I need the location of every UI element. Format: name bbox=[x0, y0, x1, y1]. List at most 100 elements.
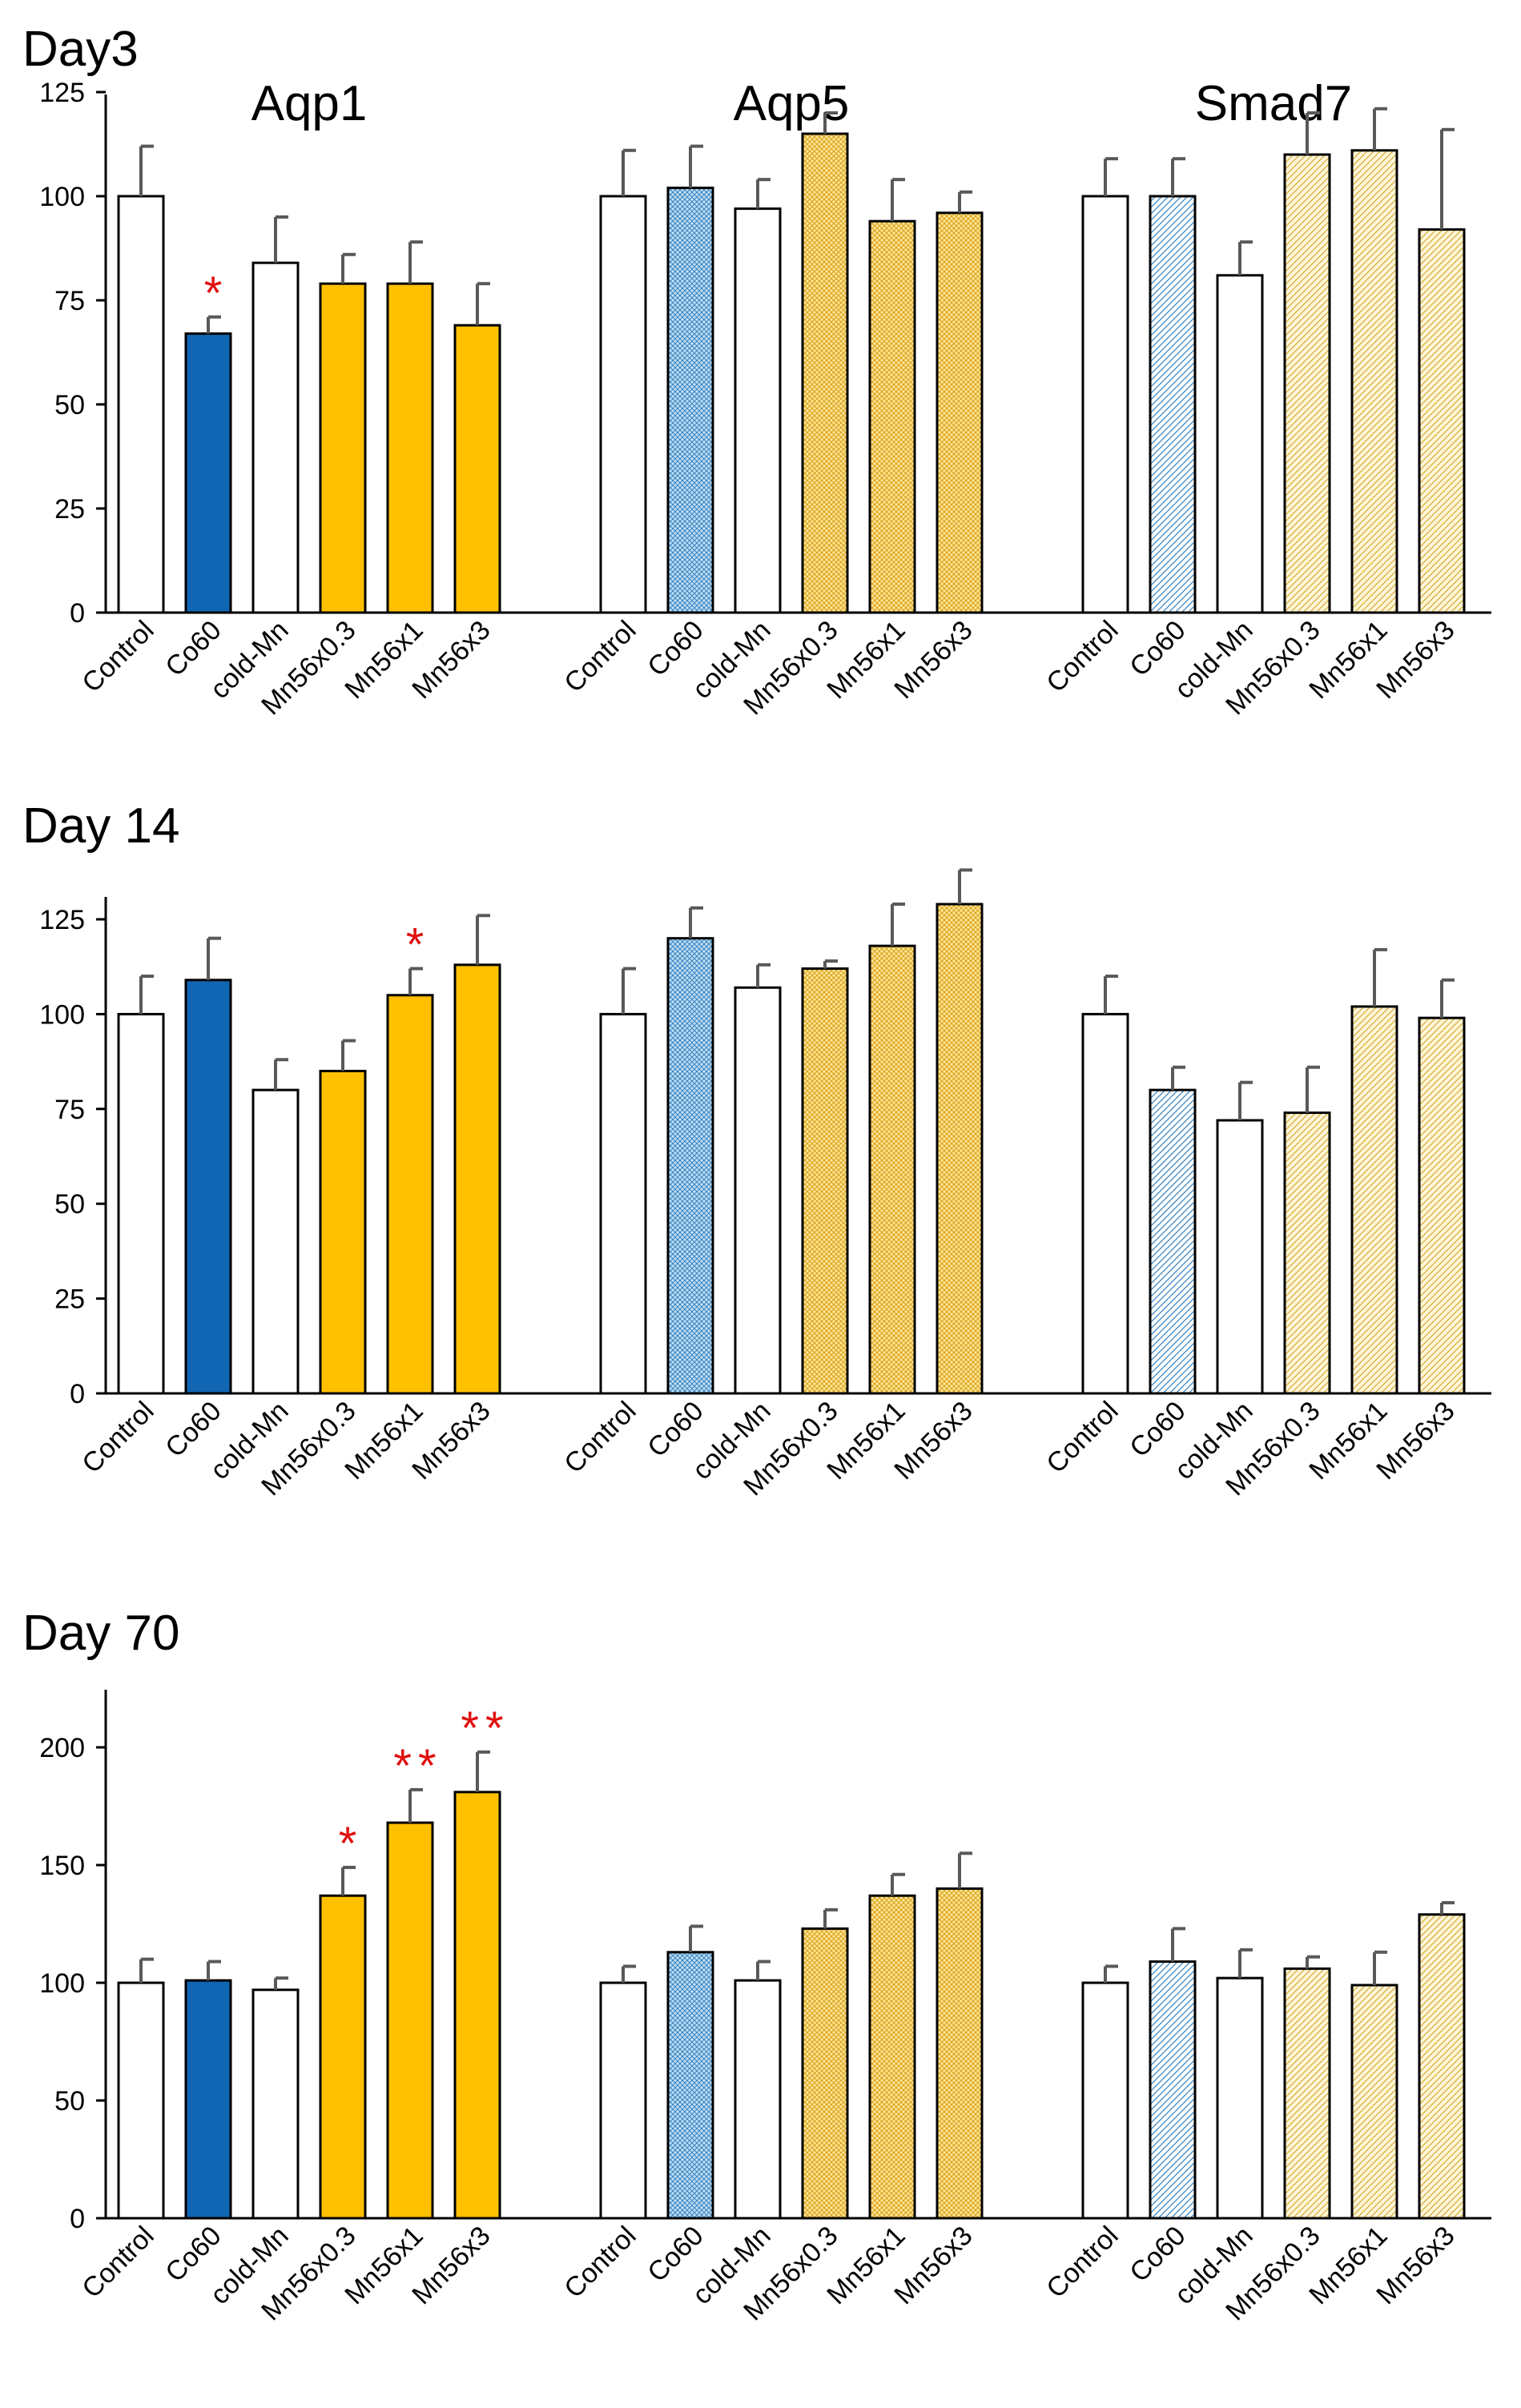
bar bbox=[1081, 1012, 1129, 1395]
chart-title: Day 14 bbox=[22, 798, 179, 854]
bar bbox=[936, 211, 984, 614]
bar bbox=[1216, 1119, 1264, 1395]
y-tick-label: 75 bbox=[54, 1095, 85, 1125]
panel-aqp1: Aqp1Control*Co60cold-MnMn56x0.3Mn56x1Mn5… bbox=[76, 76, 501, 721]
significance-marker: * bbox=[406, 919, 431, 971]
bar bbox=[1149, 1088, 1197, 1395]
y-tick-label: 125 bbox=[39, 78, 85, 108]
bar bbox=[184, 332, 232, 614]
bar bbox=[1081, 1981, 1129, 2220]
bar bbox=[319, 1069, 367, 1395]
y-tick-label: 125 bbox=[39, 905, 85, 935]
bar bbox=[868, 219, 916, 614]
bar bbox=[936, 902, 984, 1395]
bar bbox=[453, 1791, 501, 2220]
chart-title: Day3 bbox=[22, 22, 139, 77]
bar bbox=[319, 1894, 367, 2220]
bar bbox=[386, 282, 434, 614]
category-label: Control bbox=[1040, 2221, 1124, 2304]
category-label: Control bbox=[558, 1396, 642, 1479]
y-tick-label: 100 bbox=[39, 999, 85, 1030]
y-tick-label: 25 bbox=[54, 494, 85, 525]
bar bbox=[666, 937, 714, 1395]
category-label: Control bbox=[1040, 615, 1124, 698]
y-tick-label: 100 bbox=[39, 182, 85, 212]
bar bbox=[251, 261, 300, 614]
bar bbox=[734, 207, 782, 614]
bar bbox=[599, 1981, 647, 2220]
category-label: Control bbox=[558, 2221, 642, 2304]
bar bbox=[1081, 195, 1129, 614]
panel-title: Smad7 bbox=[1195, 76, 1352, 131]
bar bbox=[1149, 1960, 1197, 2220]
bar bbox=[1350, 149, 1398, 614]
bar bbox=[319, 282, 367, 614]
bar bbox=[936, 1887, 984, 2220]
significance-marker: * bbox=[204, 267, 229, 320]
bar bbox=[117, 1981, 165, 2220]
bar bbox=[1216, 1976, 1264, 2220]
y-tick-label: 0 bbox=[70, 2204, 85, 2234]
chart-title: Day 70 bbox=[22, 1606, 179, 1661]
bar bbox=[117, 195, 165, 614]
y-tick-label: 25 bbox=[54, 1284, 85, 1315]
bar bbox=[251, 1088, 300, 1395]
significance-marker: ** bbox=[393, 1740, 442, 1792]
bar bbox=[1350, 1005, 1398, 1395]
bar bbox=[1216, 274, 1264, 614]
bar bbox=[1418, 1913, 1466, 2220]
bar bbox=[666, 1951, 714, 2220]
bar bbox=[184, 979, 232, 1395]
bar bbox=[251, 1988, 300, 2220]
category-label: Control bbox=[76, 615, 159, 698]
bar bbox=[453, 963, 501, 1395]
category-label: Control bbox=[558, 615, 642, 698]
y-tick-label: 0 bbox=[70, 598, 85, 629]
bar bbox=[599, 1012, 647, 1395]
bar bbox=[868, 1894, 916, 2220]
y-tick-label: 50 bbox=[54, 1189, 85, 1220]
y-tick-label: 0 bbox=[70, 1379, 85, 1409]
panel-title: Aqp1 bbox=[251, 76, 368, 131]
bar bbox=[1418, 228, 1466, 614]
bar bbox=[801, 132, 849, 614]
y-tick-label: 100 bbox=[39, 1968, 85, 1999]
category-label: Control bbox=[76, 1396, 159, 1479]
y-tick-label: 50 bbox=[54, 390, 85, 420]
bar bbox=[734, 986, 782, 1395]
y-tick-label: 75 bbox=[54, 286, 85, 316]
bar bbox=[386, 994, 434, 1395]
y-tick-label: 200 bbox=[39, 1733, 85, 1763]
bar bbox=[184, 1979, 232, 2220]
bar bbox=[801, 967, 849, 1395]
bar bbox=[1283, 1112, 1331, 1395]
category-label: Control bbox=[76, 2221, 159, 2304]
bar bbox=[117, 1012, 165, 1395]
category-label: Control bbox=[1040, 1396, 1124, 1479]
significance-marker: ** bbox=[461, 1702, 509, 1755]
bar bbox=[599, 195, 647, 614]
y-tick-label: 150 bbox=[39, 1851, 85, 1881]
bar bbox=[453, 324, 501, 614]
significance-marker: * bbox=[339, 1818, 364, 1870]
panel-group-0: Control Co60cold-Mn*Mn56x0.3**Mn56x1**Mn5… bbox=[76, 1702, 509, 2326]
bar bbox=[734, 1979, 782, 2220]
bar bbox=[1149, 195, 1197, 614]
bar bbox=[1283, 153, 1331, 614]
bar bbox=[868, 944, 916, 1395]
bar bbox=[1283, 1967, 1331, 2220]
bar bbox=[1350, 1984, 1398, 2220]
bar bbox=[801, 1927, 849, 2220]
bar bbox=[1418, 1016, 1466, 1395]
bar bbox=[386, 1821, 434, 2220]
bar bbox=[666, 187, 714, 614]
